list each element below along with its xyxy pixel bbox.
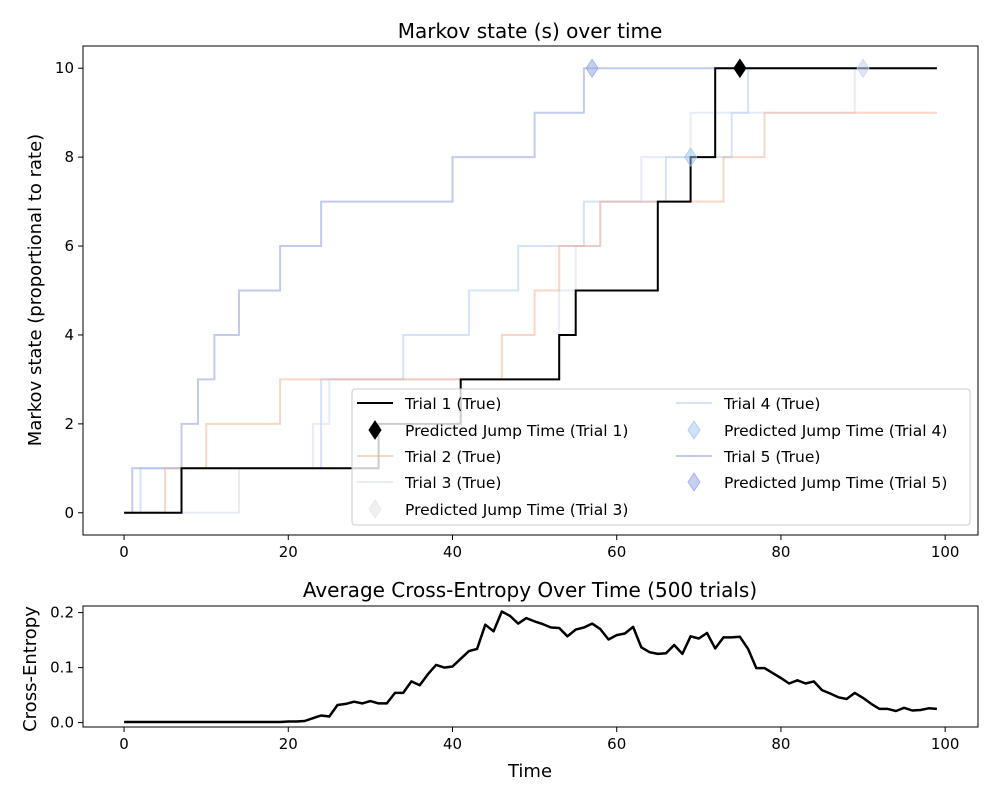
legend-label-predicted-jump-time-trial-3: Predicted Jump Time (Trial 3) [405, 501, 628, 519]
bottom-series-group [124, 610, 937, 724]
x-tick-label: 0 [119, 543, 129, 561]
marker-predicted-jump-time-trial-3 [856, 58, 870, 79]
x-tick-label: 60 [607, 543, 626, 561]
cross-entropy-plot: Average Cross-Entropy Over Time (500 tri… [20, 578, 979, 782]
bottom-axis-ticks: 0 20 40 60 80 100 0.0 0.1 0.2 [50, 604, 959, 753]
legend-label-predicted-jump-time-trial-1: Predicted Jump Time (Trial 1) [405, 422, 628, 440]
legend-swatch-predicted-jump-time-trial-1 [368, 420, 382, 440]
series-line-trial-2-true [124, 111, 937, 514]
legend-swatch-predicted-jump-time-trial-5 [687, 472, 701, 492]
x-tick-label: 20 [279, 543, 298, 561]
cross-entropy-line [124, 610, 937, 724]
x-tick-label: 0 [119, 735, 129, 753]
y-tick-label: 0 [64, 504, 74, 522]
top-plot-title: Markov state (s) over time [398, 19, 663, 43]
legend-label-predicted-jump-time-trial-4: Predicted Jump Time (Trial 4) [724, 422, 947, 440]
y-tick-label: 0.0 [50, 714, 74, 732]
y-tick-label: 0.2 [50, 604, 74, 622]
x-tick-label: 100 [931, 735, 960, 753]
y-tick-label: 10 [55, 59, 74, 77]
series-line-trial-5-true [124, 67, 937, 514]
legend-label-trial-5-true: Trial 5 (True) [723, 448, 820, 466]
bottom-plot-ylabel: Cross-Entropy [20, 606, 41, 732]
x-tick-label: 40 [443, 735, 462, 753]
legend-label-trial-2-true: Trial 2 (True) [404, 448, 501, 466]
legend-swatch-predicted-jump-time-trial-4 [687, 420, 701, 440]
x-tick-label: 80 [771, 543, 790, 561]
x-tick-label: 40 [443, 543, 462, 561]
top-axes-frame [82, 45, 979, 536]
legend-label-trial-1-true: Trial 1 (True) [404, 395, 501, 413]
top-plot-ylabel: Markov state (proportional to rate) [25, 134, 46, 446]
x-tick-label: 60 [607, 735, 626, 753]
legend-label-trial-4-true: Trial 4 (True) [723, 395, 820, 413]
legend-label-trial-3-true: Trial 3 (True) [404, 474, 501, 492]
series-line-trial-4-true [124, 67, 937, 514]
y-tick-label: 2 [64, 415, 74, 433]
legend: Trial 1 (True) Predicted Jump Time (Trial… [351, 388, 971, 526]
markov-state-plot: Markov state (s) over time Markov state … [25, 19, 979, 561]
y-tick-label: 8 [64, 148, 74, 166]
top-axis-ticks: 0 20 40 60 80 100 0 2 4 6 8 10 [55, 59, 960, 561]
y-tick-label: 0.1 [50, 659, 74, 677]
bottom-plot-title: Average Cross-Entropy Over Time (500 tri… [303, 578, 757, 602]
bottom-axes-frame [82, 605, 979, 728]
x-tick-label: 100 [931, 543, 960, 561]
bottom-plot-xlabel: Time [507, 761, 552, 782]
legend-swatch-predicted-jump-time-trial-3 [368, 499, 382, 519]
x-tick-label: 20 [279, 735, 298, 753]
top-series-group [124, 67, 937, 514]
y-tick-label: 6 [64, 237, 74, 255]
marker-predicted-jump-time-trial-5 [585, 58, 599, 79]
top-markers-group [585, 58, 870, 168]
legend-label-predicted-jump-time-trial-5: Predicted Jump Time (Trial 5) [724, 474, 947, 492]
x-tick-label: 80 [771, 735, 790, 753]
legend-box [351, 388, 971, 526]
marker-predicted-jump-time-trial-1 [733, 58, 747, 79]
marker-predicted-jump-time-trial-4 [684, 147, 698, 168]
series-line-trial-3-true [124, 67, 937, 514]
y-tick-label: 4 [64, 326, 74, 344]
